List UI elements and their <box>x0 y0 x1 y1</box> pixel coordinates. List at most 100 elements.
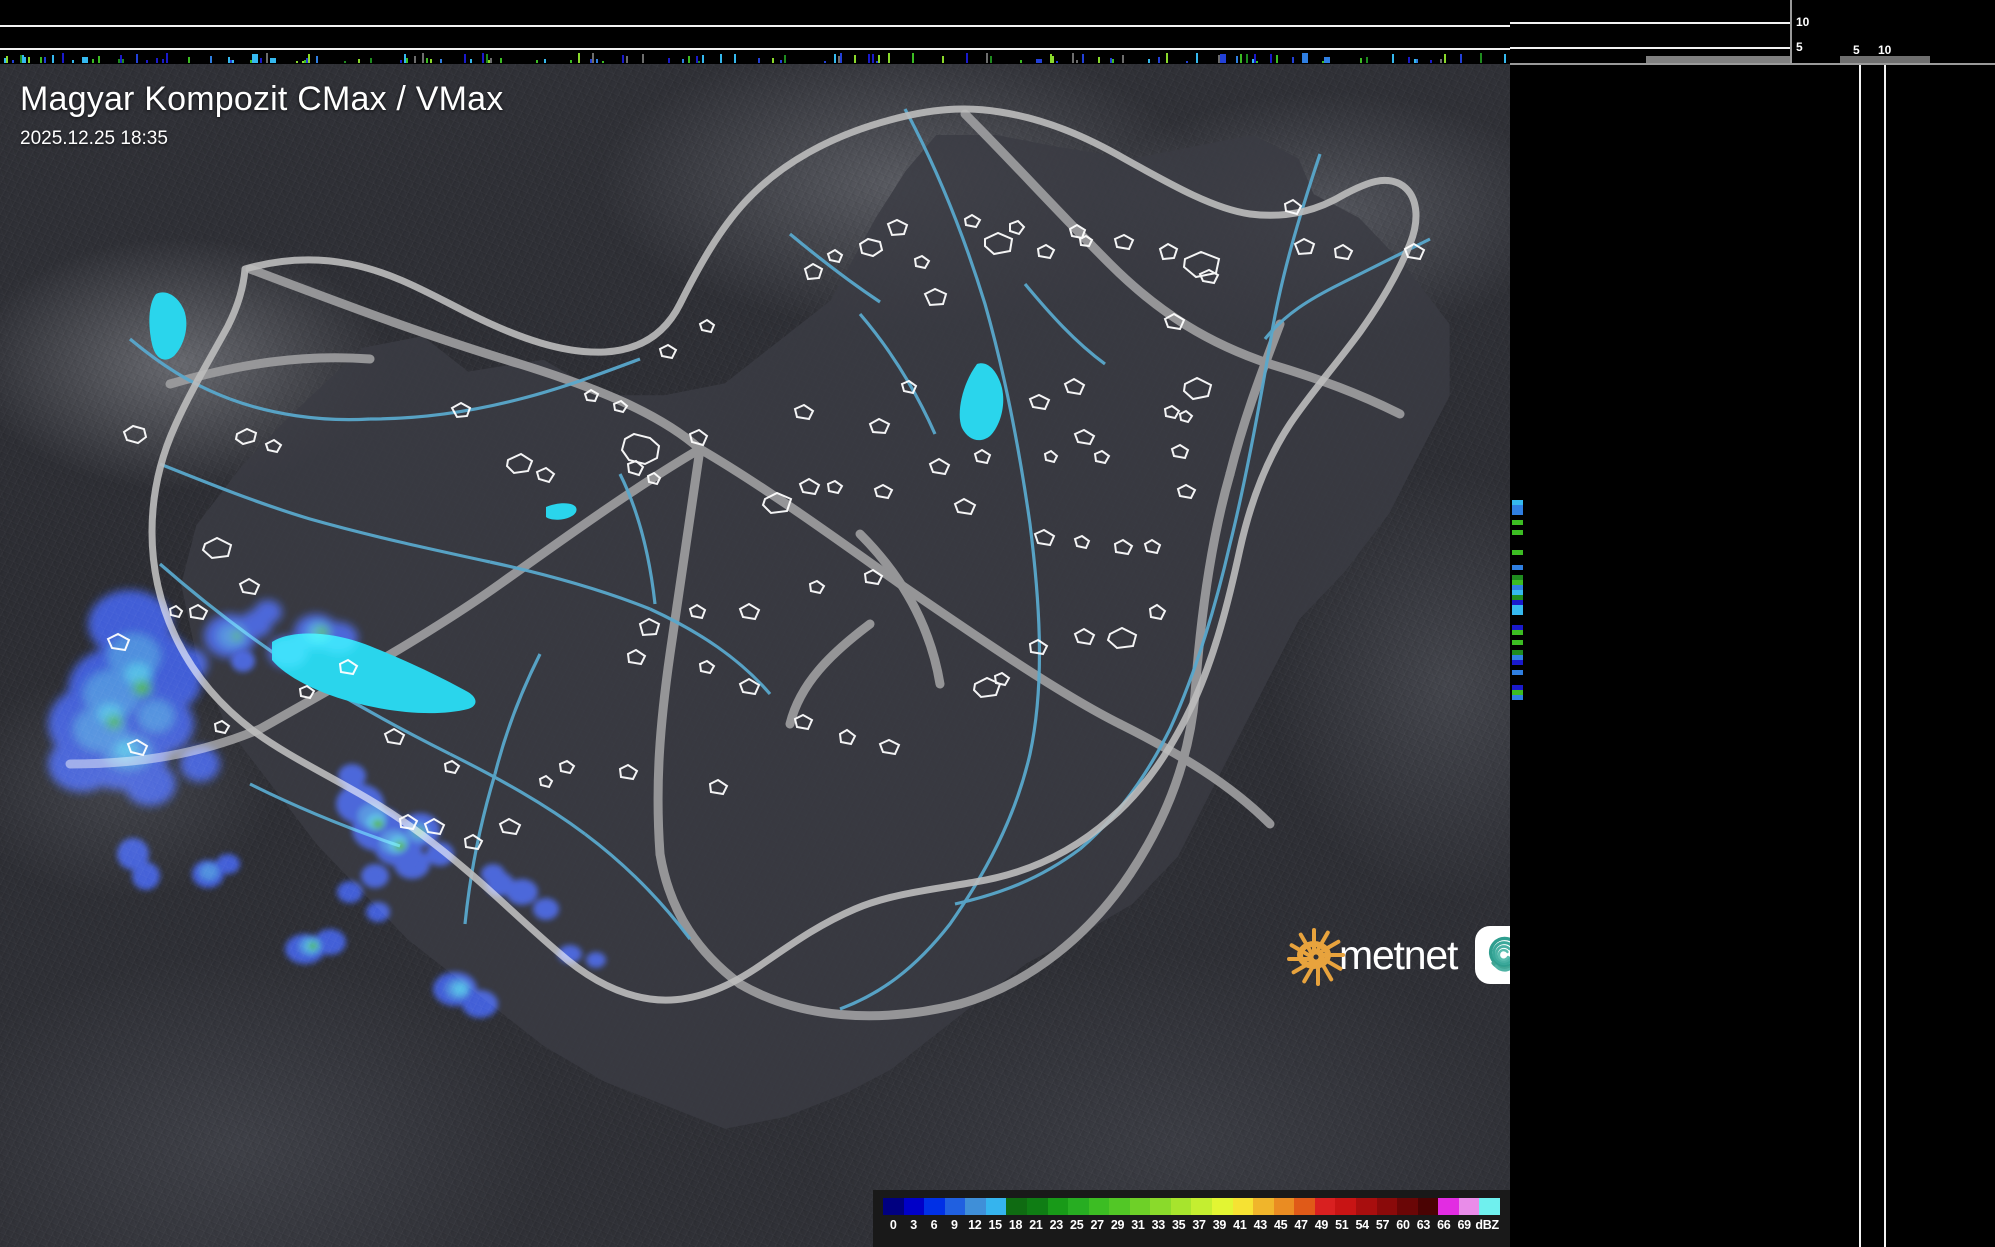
timeline-tick <box>1430 60 1432 63</box>
timeline-tick <box>772 58 774 63</box>
metnet-app-icon[interactable] <box>1475 926 1510 984</box>
timeline-tick <box>296 61 298 63</box>
country-border-hungary <box>148 105 1420 1004</box>
timeline-tick <box>1240 54 1242 63</box>
timeline-tick <box>52 55 54 63</box>
timeline-tick <box>912 53 914 63</box>
timeline-tick <box>44 57 46 63</box>
timeline-tick <box>688 56 690 63</box>
edge-color-cell <box>1512 505 1523 510</box>
radar-echo-layer <box>48 590 606 1018</box>
timeline-tick <box>22 55 24 63</box>
mini-chart-gridline-10 <box>1510 22 1790 24</box>
edge-color-cell <box>1512 655 1523 660</box>
mini-chart-ytick-10: 10 <box>1796 15 1810 29</box>
colorbar-tick-11: 29 <box>1110 1218 1125 1232</box>
timeline-tick <box>734 54 736 63</box>
timeline-tick <box>270 58 276 63</box>
timeline-tick <box>426 58 428 63</box>
colorbar-swatch-12 <box>1129 1198 1151 1215</box>
colorbar-tick-27: 66 <box>1437 1218 1451 1232</box>
metnet-logo[interactable]: metnet <box>1283 924 1510 986</box>
timeline-tick <box>1052 56 1054 63</box>
timeline-sparkline[interactable] <box>0 50 1510 63</box>
timeline-tick <box>98 56 100 63</box>
map-canvas[interactable]: Magyar Kompozit CMax / VMax 2025.12.25 1… <box>0 64 1510 1247</box>
edge-color-cell <box>1512 525 1523 530</box>
colorbar-swatch-14 <box>1170 1198 1192 1215</box>
colorbar-swatch-2 <box>924 1198 945 1215</box>
top-black-bar-1 <box>0 0 1510 25</box>
edge-color-cell <box>1512 695 1523 700</box>
timeline-tick <box>872 54 874 63</box>
edge-color-cell <box>1512 640 1523 645</box>
timeline-tick <box>250 60 252 63</box>
colorbar-swatch-17 <box>1232 1198 1254 1215</box>
timeline-tick <box>406 58 408 63</box>
mini-chart-xtick-5: 5 <box>1853 43 1860 57</box>
timeline-tick <box>62 53 64 63</box>
timeline-tick <box>1220 54 1226 63</box>
colorbar-tick-0: 0 <box>889 1218 897 1232</box>
sun-ring <box>1297 941 1331 969</box>
edge-color-cell <box>1512 610 1523 615</box>
edge-color-cell <box>1512 550 1523 555</box>
timeline-tick <box>668 58 670 63</box>
timeline-tick <box>166 53 168 63</box>
edge-color-cell <box>1512 670 1523 675</box>
timeline-tick <box>1256 61 1258 63</box>
edge-color-cell <box>1512 660 1523 665</box>
timeline-tick <box>488 60 490 63</box>
colorbar-tick-1: 3 <box>910 1218 917 1232</box>
timeline-tick <box>544 59 546 63</box>
colorbar-swatch-1 <box>903 1198 925 1215</box>
timeline-tick <box>1218 55 1220 63</box>
timeline-tick <box>878 55 880 63</box>
mini-chart-bar-dark <box>1840 56 1930 63</box>
right-side-panel: 10 5 5 10 <box>1510 0 1995 1247</box>
mini-chart-y-axis <box>1790 0 1792 64</box>
timeline-tick <box>188 57 190 63</box>
mini-chart-ytick-5: 5 <box>1796 40 1803 54</box>
timeline-tick <box>1306 55 1308 63</box>
timeline-tick <box>1148 59 1150 63</box>
colorbar-swatch-8 <box>1047 1198 1069 1215</box>
right-edge-color-strip <box>1512 500 1523 700</box>
colorbar-tick-26: 63 <box>1416 1218 1431 1232</box>
colorbar-swatch-15 <box>1191 1198 1212 1215</box>
edge-color-cell <box>1512 635 1523 640</box>
timeline-tick <box>156 58 158 63</box>
lake-velencei <box>546 503 577 520</box>
timeline-tick <box>1414 59 1416 63</box>
timeline-tick <box>966 53 968 63</box>
timeline-tick <box>500 58 502 63</box>
timeline-tick <box>162 59 164 63</box>
timeline-tick <box>306 58 308 63</box>
colorbar-swatch-19 <box>1273 1198 1295 1215</box>
colorbar-tick-3: 9 <box>951 1218 958 1232</box>
timeline-tick <box>72 60 74 63</box>
timeline-tick <box>990 56 992 63</box>
metnet-wordmark: metnet <box>1339 931 1458 978</box>
top-divider-line-1 <box>0 25 1510 27</box>
timeline-tick <box>942 56 944 63</box>
timeline-tick <box>1324 57 1330 63</box>
edge-color-cell <box>1512 650 1523 655</box>
colorbar-tick-9: 25 <box>1070 1218 1084 1232</box>
timeline-tick <box>440 59 442 63</box>
timeline-tick <box>1392 54 1394 63</box>
timeline-tick <box>1110 58 1112 63</box>
timeline-tick <box>1098 57 1100 63</box>
timeline-tick <box>1460 54 1462 63</box>
timeline-tick <box>136 54 138 63</box>
timeline-tick <box>228 57 230 63</box>
mini-chart-bar-light <box>1646 56 1790 63</box>
timeline-tick <box>888 53 890 63</box>
colorbar-swatch-29 <box>1479 1198 1500 1215</box>
timeline-tick <box>470 59 472 63</box>
edge-color-cell <box>1512 560 1523 565</box>
timeline-tick <box>1416 59 1418 63</box>
timeline-tick <box>876 61 878 63</box>
timeline-tick <box>1504 54 1506 63</box>
colorbar-tick-29: dBZ <box>1475 1218 1499 1232</box>
